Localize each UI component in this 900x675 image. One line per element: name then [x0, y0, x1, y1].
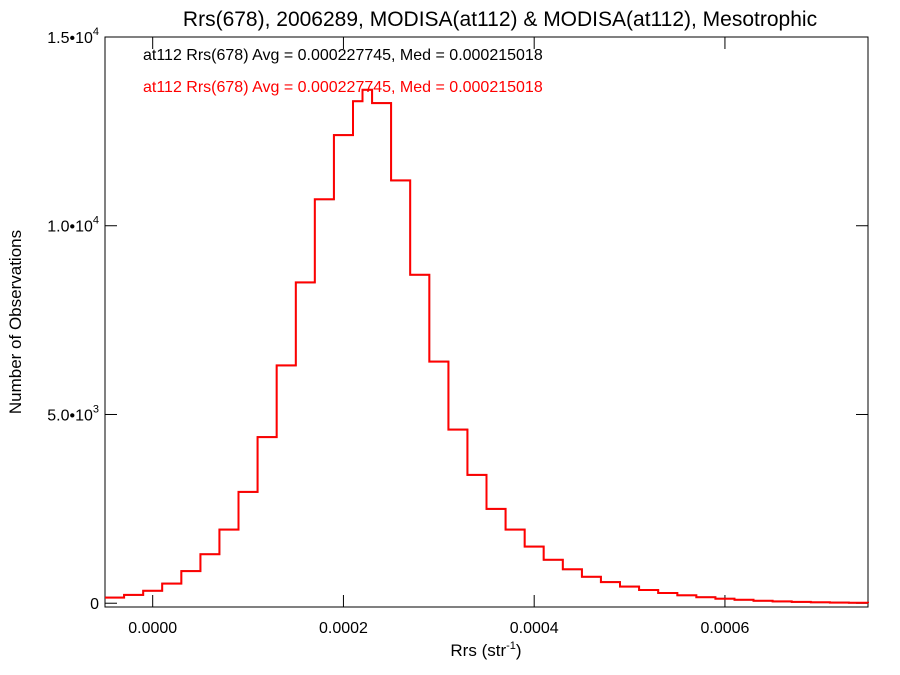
annotation-red: at112 Rrs(678) Avg = 0.000227745, Med = … [143, 79, 543, 96]
y-tick-label: 1.5•104 [47, 26, 99, 47]
x-tick-label: 0.0002 [319, 620, 368, 637]
y-axis-label: Number of Observations [6, 230, 25, 414]
x-axis-label: Rrs (str-1) [450, 640, 521, 660]
y-tick-label: 5.0•103 [47, 403, 99, 424]
y-axis-ticks: 0 5.0•103 1.0•104 1.5•104 [47, 26, 868, 613]
y-tick-label: 0 [90, 596, 99, 613]
chart-title: Rrs(678), 2006289, MODISA(at112) & MODIS… [183, 8, 817, 31]
annotation-black: at112 Rrs(678) Avg = 0.000227745, Med = … [143, 47, 543, 64]
histogram-series [105, 88, 869, 604]
histogram-line-black [105, 89, 869, 604]
x-axis-ticks: 0.0000 0.0002 0.0004 0.0006 [128, 37, 750, 637]
x-tick-label: 0.0006 [700, 620, 749, 637]
x-tick-label: 0.0000 [128, 620, 177, 637]
plot-frame [104, 36, 869, 608]
y-tick-label: 1.0•104 [47, 215, 99, 236]
histogram-line-red [105, 88, 869, 604]
x-tick-label: 0.0004 [510, 620, 559, 637]
